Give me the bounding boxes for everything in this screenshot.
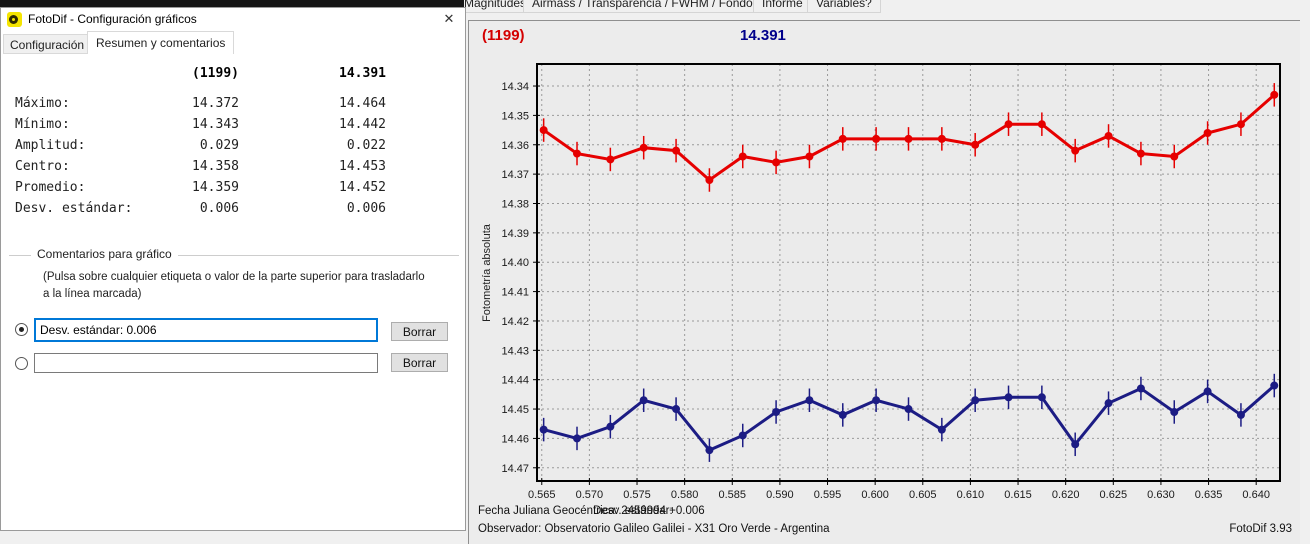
row-promedio-col1[interactable]: 14.359	[192, 180, 239, 195]
photometry-chart-panel	[468, 20, 1300, 544]
close-icon[interactable]: ✕	[443, 11, 455, 26]
comment2-input[interactable]	[34, 353, 378, 373]
screen-top-edge	[0, 0, 464, 7]
dialog-title: FotoDif - Configuración gráficos	[28, 12, 197, 26]
tab-informe[interactable]: Informe	[753, 0, 812, 13]
observer-label: Observador: Observatorio Galileo Galilei…	[478, 523, 830, 535]
chart-header-magnitude[interactable]: 14.391	[740, 27, 786, 44]
row-amplitud-label[interactable]: Amplitud:	[15, 138, 86, 153]
summary-col1-header[interactable]: (1199)	[192, 66, 239, 81]
row-minimo-col1[interactable]: 14.343	[192, 117, 239, 132]
row-maximo-label[interactable]: Máximo:	[15, 96, 70, 111]
row-amplitud-col2[interactable]: 0.022	[346, 138, 386, 153]
comments-hint-line1: (Pulsa sobre cualquier etiqueta o valor …	[43, 271, 425, 283]
y-axis-title: Fotometría absoluta	[481, 224, 493, 322]
comment2-radio[interactable]	[15, 357, 28, 370]
groupbox-label: Comentarios para gráfico	[31, 247, 178, 261]
row-promedio-label[interactable]: Promedio:	[15, 180, 86, 195]
row-maximo-col2[interactable]: 14.464	[339, 96, 386, 111]
row-centro-label[interactable]: Centro:	[15, 159, 70, 174]
tab-airmass-transparencia-fwhm-fondo[interactable]: Airmass / Transparencia / FWHM / Fondo	[523, 0, 762, 13]
stddev-label: Desv. estándar: 0.006	[593, 505, 705, 517]
groupbox-border	[9, 255, 459, 256]
row-maximo-col1[interactable]: 14.372	[192, 96, 239, 111]
chart-header-object-id[interactable]: (1199)	[482, 27, 525, 44]
row-desv-estandar-col2[interactable]: 0.006	[346, 201, 386, 216]
row-minimo-col2[interactable]: 14.442	[339, 117, 386, 132]
row-centro-col2[interactable]: 14.453	[339, 159, 386, 174]
julian-date-label: Fecha Juliana Geocéntrica: 2459994 +	[478, 505, 676, 517]
tab-variables[interactable]: Variables?	[807, 0, 881, 13]
summary-col2-header[interactable]: 14.391	[339, 66, 386, 81]
row-desv-estandar-col1[interactable]: 0.006	[199, 201, 239, 216]
app-version-label: FotoDif 3.93	[1229, 523, 1292, 535]
config-dialog: FotoDif - Configuración gráficos ✕ Confi…	[0, 7, 466, 531]
comment1-input[interactable]	[34, 318, 378, 342]
row-desv-estandar-label[interactable]: Desv. estándar:	[15, 201, 133, 216]
row-minimo-label[interactable]: Mínimo:	[15, 117, 70, 132]
row-promedio-col2[interactable]: 14.452	[339, 180, 386, 195]
tab-configuracion[interactable]: Configuración	[3, 34, 92, 54]
fotodif-app-icon	[7, 12, 22, 27]
row-centro-col1[interactable]: 14.358	[192, 159, 239, 174]
comment1-radio[interactable]	[15, 323, 28, 336]
comment2-borrar-button[interactable]: Borrar	[391, 353, 448, 372]
row-amplitud-col1[interactable]: 0.029	[199, 138, 239, 153]
comments-hint-line2: a la línea marcada)	[43, 288, 142, 300]
main-window-tab-bar: Magnitudes Airmass / Transparencia / FWH…	[455, 0, 1310, 13]
dialog-tab-bar: Configuración Resumen y comentarios	[1, 31, 465, 54]
comment1-borrar-button[interactable]: Borrar	[391, 322, 448, 341]
tab-resumen-y-comentarios[interactable]: Resumen y comentarios	[87, 31, 235, 54]
dialog-titlebar[interactable]: FotoDif - Configuración gráficos ✕	[1, 8, 465, 31]
